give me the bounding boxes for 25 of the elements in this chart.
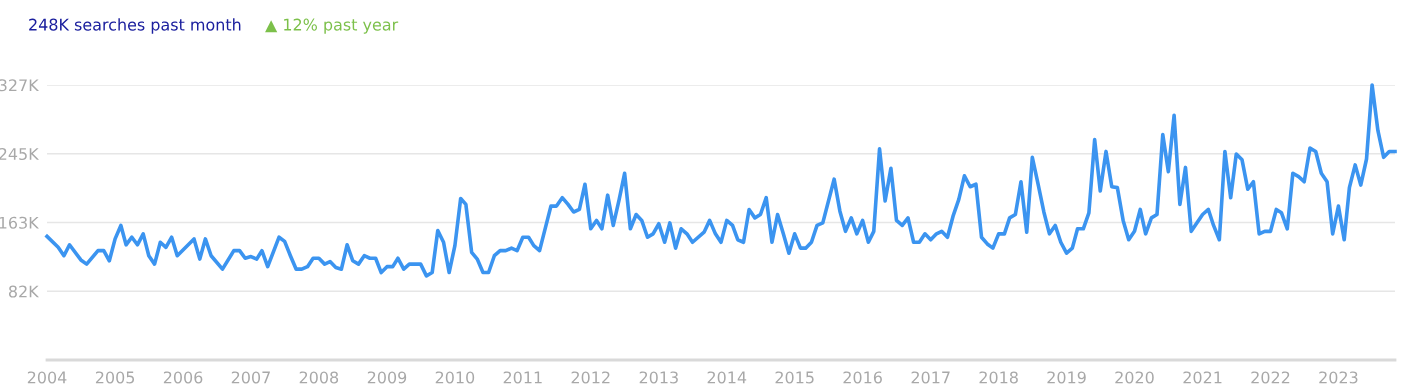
y-tick-label: 163K bbox=[0, 216, 39, 229]
x-tick-label: 2017 bbox=[911, 371, 950, 384]
x-tick-label: 2023 bbox=[1319, 371, 1358, 384]
x-tick-label: 2019 bbox=[1047, 371, 1086, 384]
line-series bbox=[45, 83, 1397, 278]
x-tick-label: 2004 bbox=[27, 371, 67, 384]
x-tick-label: 2015 bbox=[775, 371, 814, 384]
x-tick-label: 2021 bbox=[1183, 371, 1222, 384]
x-tick-label: 2008 bbox=[299, 371, 339, 384]
x-tick-label: 2013 bbox=[639, 371, 678, 384]
x-tick-label: 2005 bbox=[95, 371, 135, 384]
x-tick-label: 2022 bbox=[1251, 371, 1290, 384]
x-tick-label: 2012 bbox=[571, 371, 610, 384]
x-tick-label: 2009 bbox=[367, 371, 407, 384]
x-tick-label: 2006 bbox=[163, 371, 203, 384]
x-tick-label: 2014 bbox=[707, 371, 747, 384]
x-tick-label: 2020 bbox=[1115, 371, 1154, 384]
x-tick-label: 2007 bbox=[231, 371, 270, 384]
x-tick-label: 2018 bbox=[979, 371, 1018, 384]
x-tick-label: 2010 bbox=[435, 371, 475, 384]
chart-title: 248K searches past month bbox=[29, 18, 241, 34]
chart-subtitle: ▲ 12% past year bbox=[265, 18, 399, 34]
x-tick-label: 2016 bbox=[843, 371, 882, 384]
y-tick-label: 82K bbox=[8, 285, 39, 298]
x-tick-label: 2011 bbox=[503, 371, 542, 384]
